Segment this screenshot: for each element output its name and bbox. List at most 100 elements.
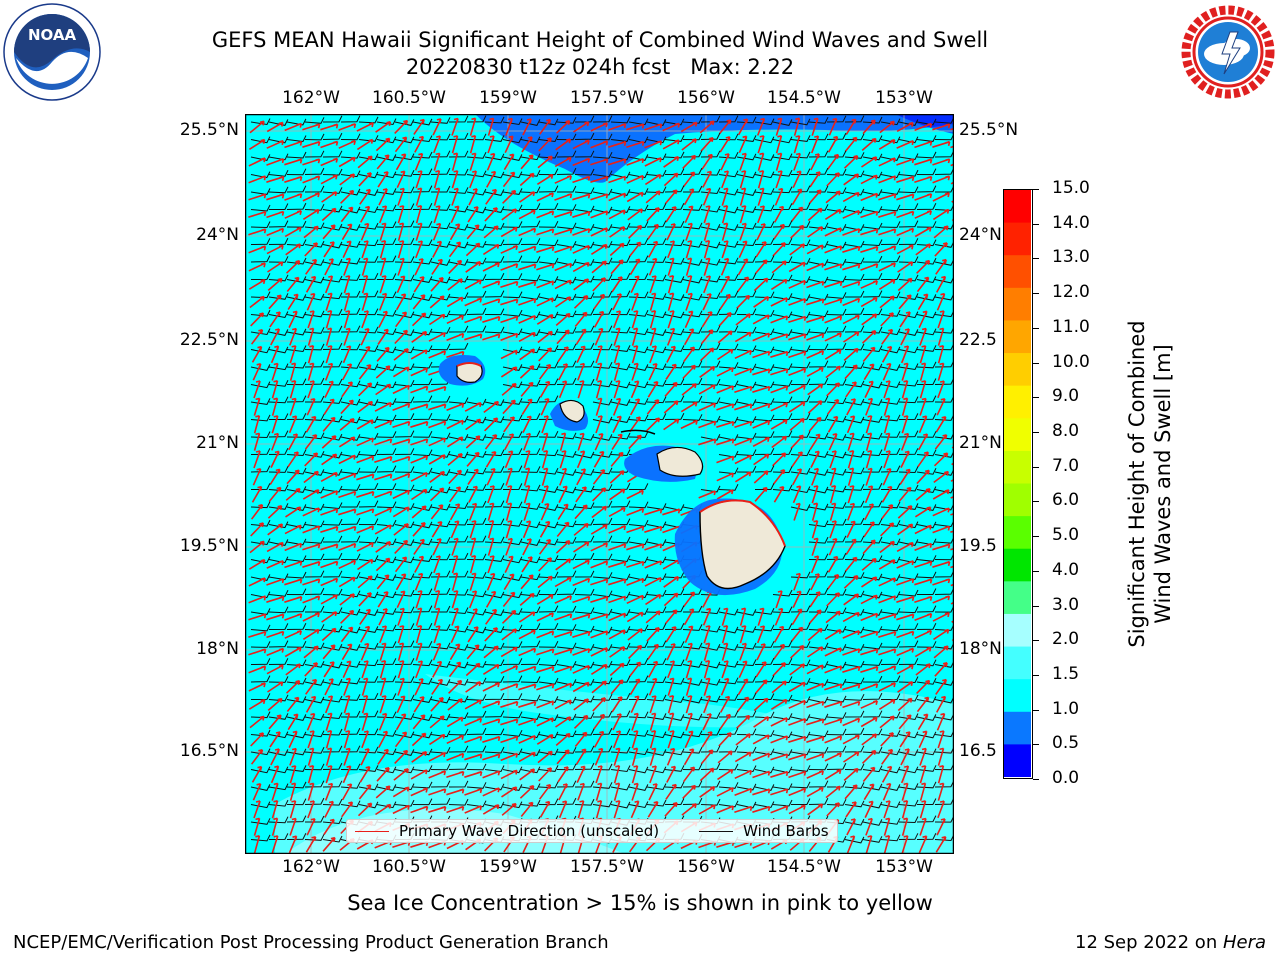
- wave-direction-arrow: [413, 276, 425, 293]
- wave-direction-arrow: [935, 258, 947, 275]
- wind-barb: [754, 238, 775, 245]
- wave-direction-arrow: [503, 153, 515, 171]
- wave-direction-arrow: [752, 314, 770, 325]
- wind-barb: [502, 221, 523, 228]
- wave-direction-arrow: [718, 119, 732, 135]
- wind-barb: [340, 257, 361, 265]
- wind-barb: [520, 136, 541, 144]
- wind-barb: [772, 119, 793, 126]
- wave-direction-arrow: [307, 310, 315, 329]
- wind-barb: [700, 115, 721, 123]
- wind-barb: [358, 206, 379, 214]
- wave-direction-arrow: [266, 227, 285, 237]
- wave-direction-arrow: [667, 257, 675, 276]
- wind-barb: [322, 187, 343, 194]
- wave-direction-arrow: [485, 188, 497, 205]
- wave-direction-arrow: [433, 135, 441, 154]
- wind-barb: [466, 307, 487, 315]
- wind-barb: [466, 151, 487, 159]
- wind-barb: [862, 116, 883, 124]
- wind-barb: [682, 167, 703, 175]
- wind-barb: [268, 329, 289, 336]
- wave-direction-arrow: [739, 222, 747, 241]
- lon-tick-top: 156°W: [677, 88, 735, 108]
- wave-direction-arrow: [916, 259, 931, 274]
- wave-direction-arrow: [361, 240, 369, 259]
- wind-barb: [736, 153, 757, 161]
- wind-barb: [430, 222, 451, 230]
- wind-barb: [520, 256, 541, 263]
- wind-barb: [592, 115, 613, 123]
- wind-barb: [520, 238, 541, 245]
- wave-direction-arrow: [448, 259, 463, 274]
- wind-barb: [286, 118, 307, 126]
- wind-barb: [718, 307, 739, 315]
- wave-direction-arrow: [266, 140, 284, 149]
- wind-barb: [341, 290, 361, 298]
- wave-direction-arrow: [465, 242, 481, 257]
- wave-direction-arrow: [827, 135, 839, 153]
- wave-direction-arrow: [700, 137, 714, 152]
- wave-direction-arrow: [321, 191, 338, 203]
- wind-barb: [322, 241, 343, 249]
- wave-direction-arrow: [629, 258, 641, 276]
- wave-direction-arrow: [394, 136, 408, 153]
- wave-direction-arrow: [267, 277, 283, 292]
- wind-barb: [808, 222, 829, 230]
- wave-direction-arrow: [518, 281, 537, 288]
- wave-direction-arrow: [486, 152, 496, 171]
- wave-direction-arrow: [842, 228, 861, 236]
- wave-direction-arrow: [590, 176, 609, 183]
- wave-direction-arrow: [860, 210, 879, 219]
- wind-barb: [448, 132, 469, 140]
- wind-barb: [412, 276, 433, 283]
- wind-barb: [358, 255, 379, 263]
- wind-barb: [646, 203, 667, 210]
- wind-barb: [502, 309, 523, 317]
- wave-direction-arrow: [573, 278, 590, 291]
- wave-direction-arrow: [304, 242, 318, 257]
- noaa-logo-text: NOAA: [28, 26, 77, 44]
- wind-barb: [538, 118, 559, 126]
- wave-direction-arrow: [807, 226, 824, 238]
- wind-barb: [719, 290, 739, 298]
- wave-direction-arrow: [429, 313, 446, 326]
- wave-direction-arrow: [806, 298, 825, 306]
- wind-barb: [448, 292, 469, 300]
- wave-direction-arrow: [827, 153, 840, 170]
- wind-barb: [682, 222, 703, 230]
- wind-barb: [268, 119, 289, 126]
- wave-direction-arrow: [664, 189, 678, 205]
- wave-direction-arrow: [536, 263, 555, 271]
- wave-direction-arrow: [324, 275, 334, 294]
- wind-barb: [502, 273, 523, 280]
- wave-direction-arrow: [415, 170, 423, 189]
- wind-barb: [322, 308, 343, 316]
- wind-barb: [430, 276, 451, 284]
- colorbar-tick-label: 7.0: [1052, 455, 1080, 476]
- wave-direction-arrow: [285, 243, 302, 256]
- lat-tick-right: 24°N: [959, 225, 1002, 245]
- wind-barb: [412, 311, 433, 319]
- wind-barb: [682, 276, 703, 284]
- wave-direction-arrow: [338, 156, 356, 168]
- wind-barb: [664, 118, 685, 126]
- wind-barb: [268, 153, 289, 161]
- wind-barb: [736, 290, 757, 298]
- wave-direction-arrow: [284, 122, 303, 132]
- wave-direction-arrow: [932, 123, 951, 131]
- wind-barb: [718, 115, 739, 123]
- wind-barb: [682, 150, 703, 158]
- wave-direction-arrow: [626, 175, 644, 184]
- wind-barb: [862, 153, 883, 161]
- wind-barb: [340, 170, 361, 178]
- wind-barb: [394, 256, 415, 263]
- wave-direction-arrow: [667, 275, 675, 294]
- wind-barb: [394, 311, 415, 319]
- wind-barb: [646, 119, 667, 126]
- wind-barb: [556, 240, 577, 248]
- wind-barb: [376, 238, 397, 245]
- wave-direction-arrow: [482, 262, 500, 272]
- wind-barb: [286, 168, 307, 176]
- wave-direction-arrow: [914, 158, 933, 166]
